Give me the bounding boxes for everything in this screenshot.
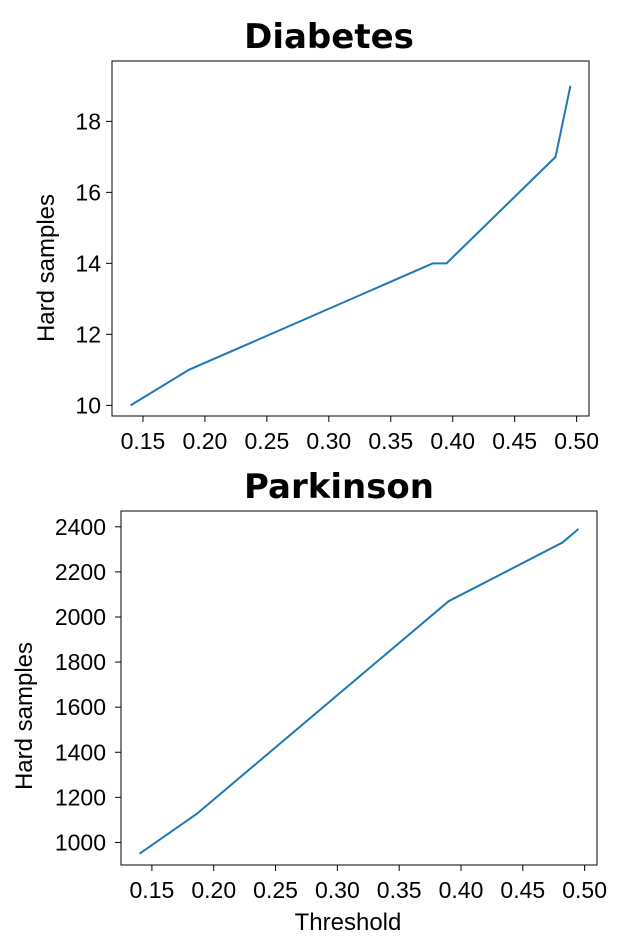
x-tick-label: 0.40 xyxy=(439,877,484,903)
y-tick-label: 12 xyxy=(75,321,101,347)
x-tick-label: 0.35 xyxy=(368,428,413,454)
chart-title: Parkinson xyxy=(244,467,434,507)
y-tick-label: 10 xyxy=(75,392,101,418)
plot-area xyxy=(111,60,590,417)
y-axis-label: Hard samples xyxy=(11,642,38,790)
y-axis-label: Hard samples xyxy=(33,194,60,342)
x-tick-label: 0.15 xyxy=(130,877,175,903)
y-tick-label: 1400 xyxy=(55,739,106,765)
x-tick-label: 0.15 xyxy=(121,428,166,454)
chart-parkinson: Parkinson 0.15 0.20 0.25 0.30 0.35 0.40 0.45 0.… xyxy=(11,467,607,936)
series-line xyxy=(130,85,572,407)
x-tick-label: 0.25 xyxy=(244,428,289,454)
x-tick-label: 0.30 xyxy=(306,428,351,454)
y-tick-label: 2000 xyxy=(55,604,106,630)
y-tick-label: 16 xyxy=(75,179,101,205)
x-tick-label: 0.45 xyxy=(500,877,545,903)
y-axis: 10 12 14 16 18 xyxy=(75,108,112,418)
x-axis-label: Threshold xyxy=(295,909,402,936)
y-tick-label: 1600 xyxy=(55,694,106,720)
y-tick-label: 2200 xyxy=(55,559,106,585)
x-tick-label: 0.40 xyxy=(430,428,475,454)
chart-diabetes: Diabetes 0.15 0.20 0.25 0.30 0.35 0.40 0.45 0.5… xyxy=(33,17,599,454)
x-tick-label: 0.20 xyxy=(183,428,228,454)
series-line xyxy=(138,528,580,855)
y-tick-label: 1800 xyxy=(55,649,106,675)
x-axis: 0.15 0.20 0.25 0.30 0.35 0.40 0.45 0.50 xyxy=(121,416,599,454)
x-tick-label: 0.35 xyxy=(377,877,422,903)
y-tick-label: 2400 xyxy=(55,514,106,540)
x-tick-label: 0.25 xyxy=(253,877,298,903)
y-tick-label: 18 xyxy=(75,108,101,134)
x-tick-label: 0.20 xyxy=(191,877,236,903)
y-tick-label: 14 xyxy=(75,250,101,276)
plot-area xyxy=(120,510,598,866)
x-tick-label: 0.50 xyxy=(554,428,599,454)
x-tick-label: 0.50 xyxy=(562,877,607,903)
x-tick-label: 0.30 xyxy=(315,877,360,903)
x-axis: 0.15 0.20 0.25 0.30 0.35 0.40 0.45 0.50 xyxy=(130,865,607,903)
x-tick-label: 0.45 xyxy=(492,428,537,454)
y-tick-label: 1200 xyxy=(55,784,106,810)
y-tick-label: 1000 xyxy=(55,829,106,855)
chart-title: Diabetes xyxy=(244,17,414,57)
y-axis: 1000 1200 1400 1600 1800 2000 2200 2400 xyxy=(55,514,121,855)
